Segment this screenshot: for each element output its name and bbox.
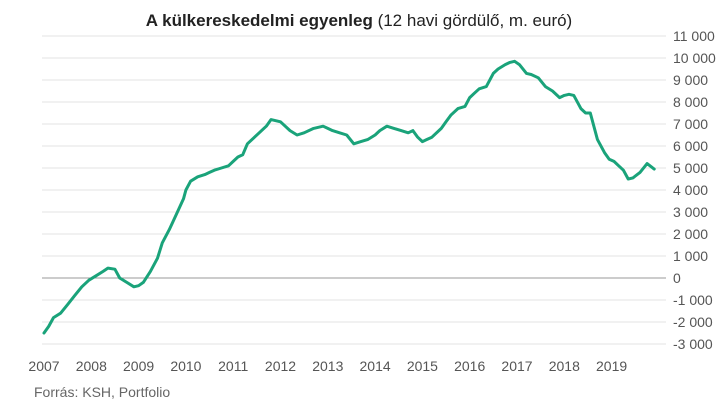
x-tick-label: 2007 bbox=[28, 358, 59, 374]
x-tick-label: 2015 bbox=[407, 358, 438, 374]
x-tick-label: 2014 bbox=[360, 358, 391, 374]
y-tick-label: -1 000 bbox=[673, 292, 713, 308]
y-tick-label: 2 000 bbox=[673, 226, 708, 242]
grid-lines bbox=[42, 35, 666, 345]
x-tick-label: 2012 bbox=[265, 358, 296, 374]
y-tick-label: 9 000 bbox=[673, 72, 708, 88]
chart-title-rest: (12 havi gördülő, m. euró) bbox=[373, 11, 572, 30]
x-tick-label: 2017 bbox=[501, 358, 532, 374]
x-tick-label: 2009 bbox=[123, 358, 154, 374]
x-axis-ticks: 2007 2008 2009 2010 2011 2012 2013 2014 2015 2016… bbox=[28, 358, 627, 374]
y-tick-label: 0 bbox=[673, 270, 681, 286]
x-tick-label: 2019 bbox=[596, 358, 627, 374]
x-tick-label: 2011 bbox=[218, 358, 248, 374]
y-axis-ticks: 11 000 10 000 9 000 8 000 7 000 6 000 5 000 4 0… bbox=[673, 28, 716, 352]
chart-title: A külkereskedelmi egyenleg (12 havi görd… bbox=[146, 11, 572, 30]
y-tick-label: 4 000 bbox=[673, 182, 708, 198]
y-tick-label: 8 000 bbox=[673, 94, 708, 110]
y-tick-label: -2 000 bbox=[673, 314, 713, 330]
y-tick-label: 1 000 bbox=[673, 248, 708, 264]
y-tick-label: 11 000 bbox=[673, 28, 715, 44]
y-tick-label: 6 000 bbox=[673, 138, 708, 154]
y-tick-label: -3 000 bbox=[673, 336, 713, 352]
series-line bbox=[42, 59, 656, 335]
y-tick-label: 7 000 bbox=[673, 116, 708, 132]
source-note: Forrás: KSH, Portfolio bbox=[34, 384, 170, 400]
y-tick-label: 3 000 bbox=[673, 204, 708, 220]
x-tick-label: 2010 bbox=[170, 358, 201, 374]
x-tick-label: 2016 bbox=[454, 358, 485, 374]
y-tick-label: 10 000 bbox=[673, 50, 716, 66]
y-tick-label: 5 000 bbox=[673, 160, 708, 176]
x-tick-label: 2008 bbox=[76, 358, 107, 374]
x-tick-label: 2018 bbox=[549, 358, 580, 374]
x-tick-label: 2013 bbox=[312, 358, 343, 374]
chart-title-bold: A külkereskedelmi egyenleg bbox=[146, 11, 373, 30]
